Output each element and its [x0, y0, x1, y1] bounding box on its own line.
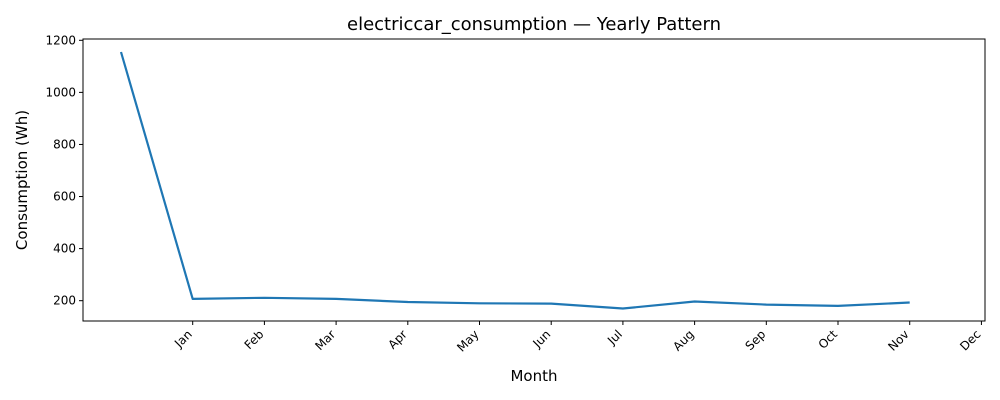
y-tick-label: 400 — [53, 242, 76, 256]
x-tick-label: Nov — [885, 327, 911, 353]
x-tick-label: Oct — [816, 327, 841, 352]
x-tick-label: Sep — [743, 327, 769, 353]
y-tick-label: 800 — [53, 137, 76, 151]
y-axis-title: Consumption (Wh) — [13, 110, 31, 250]
x-axis-title: Month — [510, 367, 557, 385]
x-tick-label: Feb — [242, 327, 267, 352]
y-tick-label: 200 — [53, 294, 76, 308]
chart-title: electriccar_consumption — Yearly Pattern — [347, 14, 721, 35]
x-tick-label: Mar — [312, 327, 338, 353]
x-tick-label: Aug — [670, 327, 696, 353]
y-tick-label: 600 — [53, 190, 76, 204]
x-tick-label: Apr — [385, 327, 410, 352]
y-tick-label: 1000 — [45, 85, 76, 99]
plot-area — [119, 51, 910, 310]
x-axis: Jan Feb Mar Apr May Jun Jul Aug Sep Oct Nov Dec — [171, 321, 984, 355]
x-tick-label: Jun — [529, 327, 553, 351]
plot-frame — [82, 38, 986, 322]
x-tick-label: Dec — [957, 327, 983, 353]
y-tick-label: 1200 — [45, 33, 76, 47]
x-tick-label: May — [454, 327, 481, 354]
x-tick-label: Jul — [604, 327, 625, 348]
y-axis: 200 400 600 800 1000 1200 — [45, 33, 83, 308]
x-tick-label: Jan — [171, 327, 195, 351]
series-line — [119, 51, 910, 310]
